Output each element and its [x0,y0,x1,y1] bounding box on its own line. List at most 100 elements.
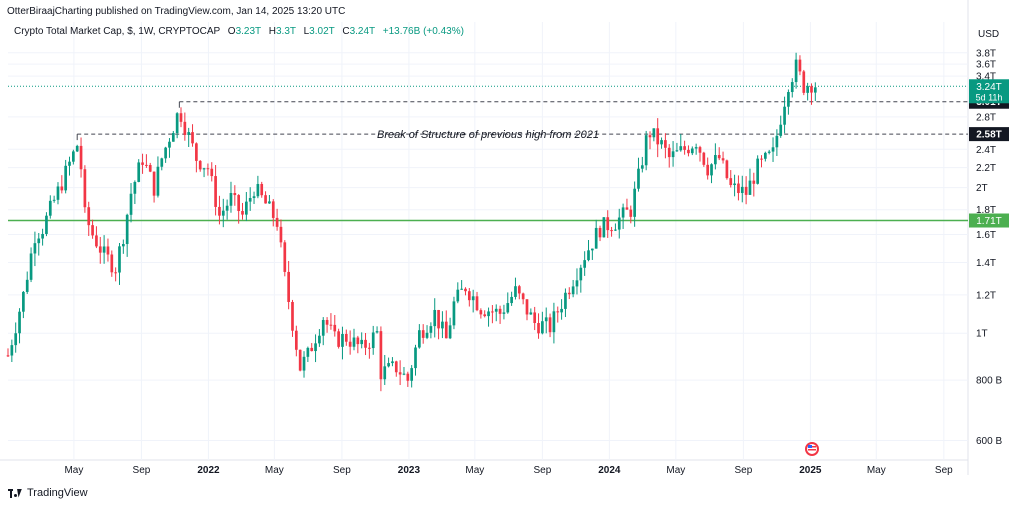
candle-body [314,343,317,352]
candle-body [740,186,744,194]
candle-body [72,151,75,162]
candle-body [68,161,71,166]
candle-body [764,152,767,159]
candle-body [364,339,367,348]
candle-body [248,198,252,202]
candle-body [337,331,340,347]
level-tag [969,127,1009,142]
candle-body [291,301,294,331]
candle-body [387,363,390,367]
current-price-tag [969,79,1009,104]
y-tick-label: 1.8T [976,205,996,216]
current-price-label: 3.24T [976,82,1002,93]
candle-body [121,244,125,247]
y-tick-label: 3.4T [976,72,996,83]
candle-body [710,164,713,176]
candle-body [575,280,579,287]
candle-body [218,206,221,216]
candle-body [533,312,537,324]
candle-body [802,71,806,93]
x-tick-label: Sep [935,465,953,476]
candle-body [221,210,225,216]
publisher-header: OtterBiraajCharting published on Trading… [7,6,346,17]
candle-body [625,207,629,210]
candle-body [494,308,498,312]
candle-body [794,59,798,83]
candle-body [690,148,694,154]
candle-series [6,52,817,392]
candle-body [448,325,452,339]
candle-body [183,121,187,135]
candle-body [52,199,56,201]
candle-body [733,183,736,186]
candle-body [137,162,141,182]
x-tick-label: Sep [734,465,752,476]
candle-body [164,147,167,159]
candle-body [414,347,417,369]
x-tick-label: 2022 [197,465,220,476]
candle-body [629,209,633,217]
high-label: H [268,26,276,37]
candle-body [452,301,456,326]
candle-body [475,296,479,311]
candle-body [275,217,279,227]
tradingview-branding[interactable]: TradingView [8,487,88,499]
candle-body [529,312,533,315]
candle-body [206,168,210,170]
candle-body [421,330,425,338]
candle-body [129,193,133,215]
candle-body [83,169,87,208]
symbol-name: Crypto Total Market Cap, $, 1W, CRYPTOCA… [14,26,221,37]
candle-body [264,195,267,204]
candle-body [325,319,329,325]
chart-grid [0,0,969,475]
candle-body [541,321,544,334]
candle-body [671,151,675,158]
candle-body [779,124,783,136]
candle-body [22,291,25,312]
candle-body [294,330,298,350]
candle-body [502,312,506,314]
level-lines [8,85,968,222]
candle-body [133,181,137,194]
high-value: 3.3T [275,26,296,37]
symbol-legend[interactable]: Crypto Total Market Cap, $, 1W, CRYPTOCA… [14,26,464,37]
candle-body [410,368,414,381]
candle-body [429,326,433,333]
candle-body [587,250,590,261]
candle-body [187,132,191,135]
x-tick-label: Sep [533,465,551,476]
candle-body [610,230,613,232]
candle-body [591,248,594,251]
candle-body [464,288,467,292]
candle-body [125,214,129,245]
candle-body [471,296,475,301]
candle-body [441,321,444,329]
candle-body [321,319,325,336]
candle-body [525,299,529,315]
candle-body [418,330,421,348]
candle-body [756,158,760,184]
candle-body [271,201,275,218]
chart-annotation: Break of Structure of previous high from… [377,129,819,456]
candle-body [456,289,460,302]
candle-body [179,113,183,122]
currency-label: USD [978,29,999,40]
y-tick-label: 2T [976,183,988,194]
candle-body [14,333,18,346]
candle-body [60,186,64,191]
x-tick-label: May [666,465,685,476]
candle-body [329,324,333,326]
candle-body [114,272,117,274]
candle-body [152,171,156,196]
candle-body [106,246,110,255]
candle-body [521,293,525,300]
candle-body [560,308,563,313]
candle-body [775,135,779,148]
candle-body [398,372,402,375]
candle-body [706,164,710,176]
candle-body [87,207,91,226]
candle-body [514,286,517,297]
candle-body [767,151,771,153]
